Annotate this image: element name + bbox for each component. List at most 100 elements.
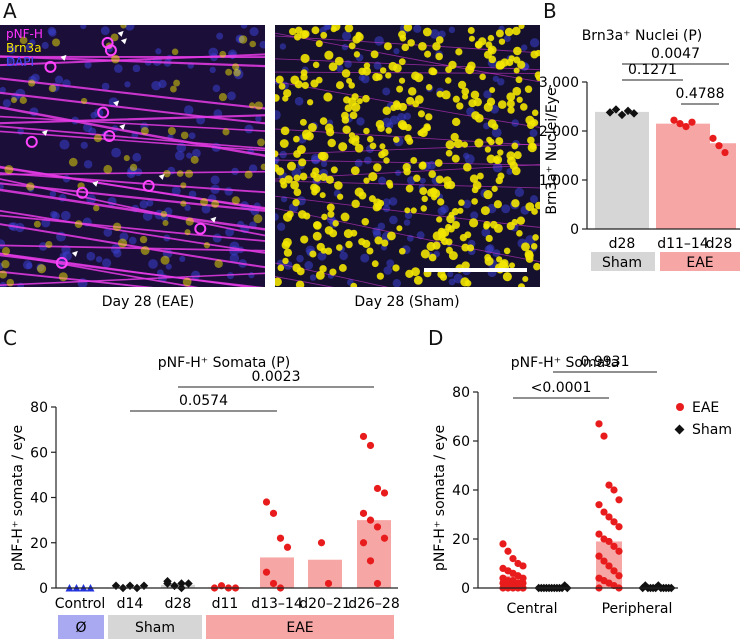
dapi-nucleus: [134, 168, 143, 177]
dapi-nucleus: [114, 64, 123, 73]
chart-b-xtick-1: d11–14: [657, 236, 709, 252]
brn3a-nucleus: [344, 25, 354, 33]
brn3a-nucleus: [249, 40, 257, 48]
axon-fiber: [0, 130, 265, 152]
brn3a-nucleus: [362, 94, 370, 103]
dapi-nucleus: [309, 274, 317, 281]
brn3a-nucleus: [334, 56, 344, 66]
brn3a-nucleus: [471, 198, 478, 205]
chart-d-point-eae: [615, 572, 623, 580]
dapi-nucleus: [171, 186, 181, 196]
dapi-nucleus: [227, 91, 236, 101]
dapi-nucleus: [279, 43, 287, 50]
brn3a-nucleus: [111, 54, 120, 64]
brn3a-nucleus: [330, 166, 338, 174]
chart-b-ytick-label: 1,000: [539, 173, 579, 189]
brn3a-nucleus: [308, 123, 317, 132]
panel-label-d: D: [428, 326, 443, 350]
brn3a-nucleus: [180, 200, 187, 207]
chart-d-point-eae: [610, 567, 618, 575]
brn3a-nucleus: [419, 161, 427, 168]
brn3a-nucleus: [343, 96, 351, 104]
brn3a-nucleus: [139, 235, 148, 244]
brn3a-nucleus: [377, 124, 385, 133]
chart-d-point-eae: [595, 501, 603, 509]
brn3a-nucleus: [495, 62, 503, 70]
chart-d-point-eae: [610, 486, 618, 494]
brn3a-nucleus: [484, 254, 492, 261]
chart-d-title: pNF-H⁺ Somata: [511, 355, 620, 371]
dapi-nucleus: [50, 210, 58, 218]
brn3a-nucleus: [479, 73, 486, 81]
dapi-nucleus: [438, 30, 446, 39]
brn3a-nucleus: [19, 96, 27, 104]
brn3a-nucleus: [525, 202, 535, 212]
brn3a-nucleus: [484, 146, 492, 153]
brn3a-nucleus: [386, 231, 396, 241]
brn3a-nucleus: [451, 220, 460, 229]
dapi-nucleus: [325, 25, 332, 30]
chart-c-point-eae: [373, 579, 382, 588]
brn3a-nucleus: [393, 102, 402, 111]
brn3a-nucleus: [507, 106, 515, 114]
chart-b-ylabel: Brn3a⁺ Nuclei/Eye: [544, 87, 560, 214]
axon-fiber: [0, 125, 265, 150]
panel-label-c: C: [3, 326, 17, 350]
channel-label-dapi: DAPI: [6, 55, 34, 69]
dapi-nucleus: [17, 128, 24, 135]
brn3a-nucleus: [74, 220, 83, 229]
chart-b-ytick-label: 3,000: [539, 75, 579, 91]
micrograph-eae-texture: [0, 25, 265, 287]
brn3a-nucleus: [284, 175, 293, 184]
dapi-nucleus: [437, 206, 447, 216]
dapi-nucleus: [210, 175, 220, 185]
brn3a-nucleus: [507, 156, 516, 166]
dapi-nucleus: [179, 255, 186, 263]
brn3a-nucleus: [461, 243, 470, 252]
chart-c-p-value: 0.0574: [179, 393, 228, 409]
chart-c-point-eae: [262, 568, 271, 576]
brn3a-nucleus: [483, 223, 490, 230]
dapi-nucleus: [392, 279, 402, 287]
brn3a-nucleus: [500, 58, 509, 67]
brn3a-nucleus: [407, 87, 417, 96]
brn3a-nucleus: [313, 221, 322, 230]
chart-b-bar: [702, 143, 736, 229]
dapi-nucleus: [229, 253, 240, 264]
chart-d-point-eae: [600, 432, 608, 440]
dapi-nucleus: [492, 162, 503, 173]
dapi-nucleus: [100, 26, 110, 36]
brn3a-nucleus: [334, 181, 343, 190]
axon-fiber: [0, 270, 154, 287]
dapi-nucleus: [319, 26, 327, 34]
chart-c-xtick-label: d20–21: [299, 596, 351, 612]
brn3a-nucleus: [282, 257, 289, 265]
pnfh-soma: [103, 129, 116, 142]
chart-b-ytick-label: 2,000: [539, 124, 579, 140]
brn3a-nucleus: [292, 199, 300, 207]
dapi-nucleus: [224, 187, 233, 196]
chart-b-title: Brn3a⁺ Nuclei (P): [582, 28, 703, 44]
pnfh-soma: [101, 36, 114, 49]
brn3a-nucleus: [493, 223, 503, 233]
brn3a-nucleus: [312, 231, 322, 241]
chart-d-point-eae: [595, 530, 603, 538]
brn3a-nucleus: [451, 117, 461, 127]
brn3a-nucleus: [160, 210, 168, 218]
pnfh-soma: [104, 44, 117, 57]
brn3a-nucleus: [469, 174, 479, 183]
scale-bar: [424, 268, 527, 272]
chart-c-group-control-box: [58, 615, 104, 639]
brn3a-nucleus: [469, 218, 479, 228]
brn3a-nucleus: [404, 207, 411, 214]
dapi-nucleus: [506, 168, 514, 175]
brn3a-nucleus: [353, 51, 361, 58]
brn3a-nucleus: [293, 188, 302, 197]
brn3a-nucleus: [253, 214, 263, 224]
dapi-nucleus: [492, 75, 499, 82]
dapi-nucleus: [429, 29, 440, 39]
chart-c-point-eae: [269, 579, 278, 588]
brn3a-nucleus: [506, 221, 515, 231]
brn3a-nucleus: [383, 42, 392, 51]
